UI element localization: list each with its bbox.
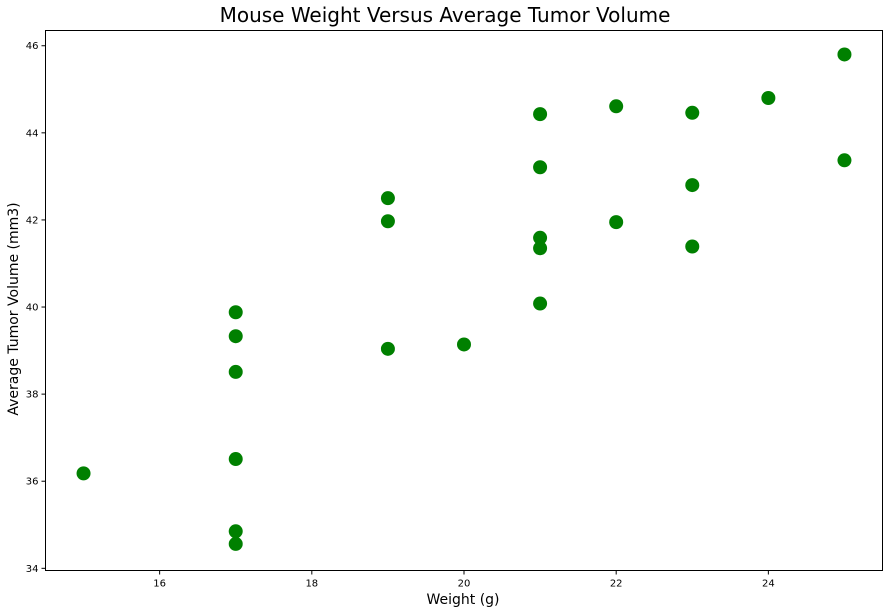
y-tick-label: 36 [26,477,39,488]
x-tick-label: 16 [153,579,166,590]
x-tick-label: 20 [458,579,471,590]
y-axis: 34 36 38 40 42 44 46 [26,41,46,575]
x-axis: 16 18 20 22 24 [153,570,775,590]
x-tick-label: 22 [610,579,623,590]
data-point [228,452,243,467]
y-tick-label: 42 [26,215,39,226]
x-tick-label: 18 [305,579,318,590]
data-point [228,305,243,320]
data-point [685,105,700,120]
data-point [228,364,243,379]
data-point [837,47,852,62]
data-point [380,341,395,356]
x-axis-label: Weight (g) [426,592,499,608]
chart-title: Mouse Weight Versus Average Tumor Volume [220,3,671,27]
data-point [609,99,624,114]
y-axis-label: Average Tumor Volume (mm3) [6,202,22,415]
data-point [228,536,243,551]
data-point [380,214,395,229]
data-point [533,160,548,175]
y-tick-label: 46 [26,41,39,52]
y-tick-label: 44 [26,128,39,139]
data-point [457,337,471,352]
x-tick-label: 24 [762,579,775,590]
y-tick-label: 38 [26,390,39,401]
data-point [380,191,395,206]
y-tick-label: 40 [26,303,39,314]
plot-area [76,47,852,551]
data-point [761,91,776,105]
y-tick-label: 34 [26,564,39,575]
data-point [228,524,243,539]
data-point [533,107,548,122]
data-point [685,178,700,193]
data-point [533,296,548,311]
data-point [609,215,624,230]
data-point [685,239,700,254]
data-point [76,466,91,481]
data-point [533,230,548,245]
data-point [228,329,243,344]
data-point [837,153,852,168]
plot-frame [45,30,883,571]
data-point [533,241,548,256]
